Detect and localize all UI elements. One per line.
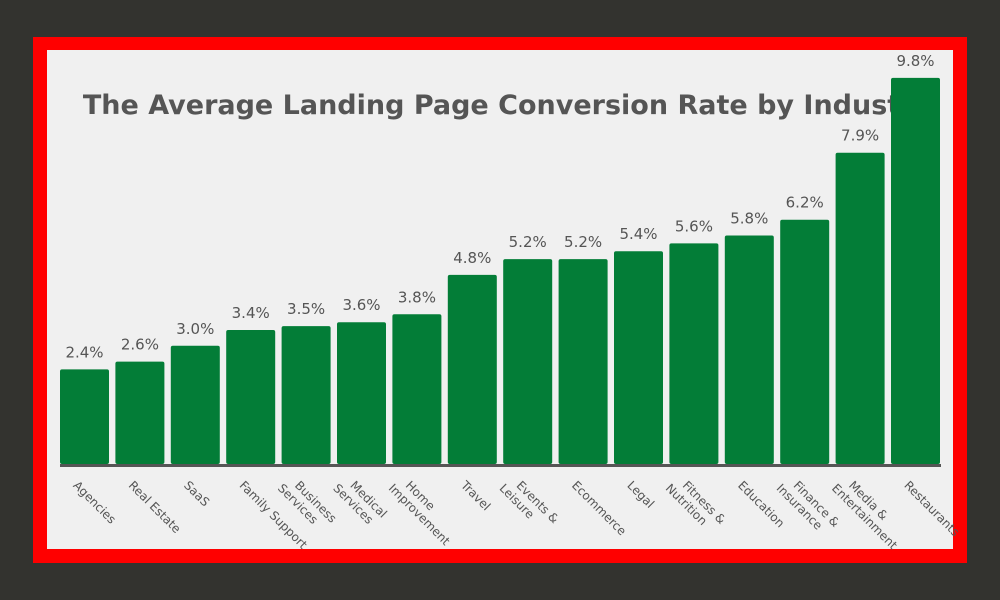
category-label-8: Events &Leisure: [497, 471, 562, 536]
value-label-6: 3.8%: [398, 288, 436, 306]
value-label-5: 3.6%: [342, 296, 380, 314]
value-label-3: 3.4%: [232, 304, 270, 322]
value-label-8: 5.2%: [509, 233, 547, 251]
category-label-9: Ecommerce: [569, 478, 629, 538]
category-label-6: HomeImprovement: [386, 471, 463, 548]
bar-5: [337, 322, 386, 464]
value-label-4: 3.5%: [287, 300, 325, 318]
value-labels-group: 2.4% 2.6% 3.0% 3.4% 3.5% 3.6% 3.8% 4.8% 5.2% 5.2%…: [65, 52, 934, 361]
bar-2: [170, 345, 220, 464]
category-label-11: Fitness &Nutrition: [663, 471, 729, 537]
bar-10: [614, 251, 663, 464]
value-label-7: 4.8%: [453, 249, 491, 267]
value-label-0: 2.4%: [65, 343, 103, 361]
chart-title: The Average Landing Page Conversion Rate…: [83, 90, 932, 121]
bars-group: [60, 77, 940, 465]
value-label-13: 6.2%: [786, 194, 824, 212]
category-label-7: Travel: [457, 478, 493, 514]
value-label-2: 3.0%: [176, 320, 214, 338]
bar-11: [669, 243, 719, 464]
value-label-9: 5.2%: [564, 233, 602, 251]
bar-7: [447, 274, 497, 464]
category-label-14: Media &Entertainment: [829, 471, 910, 552]
bar-1: [115, 361, 165, 464]
category-label-0: Agencies: [70, 478, 118, 526]
bar-15: [891, 77, 940, 465]
bar-14: [835, 152, 885, 464]
value-label-14: 7.9%: [841, 127, 879, 145]
value-label-12: 5.8%: [730, 210, 768, 228]
category-label-1: Real Estate: [126, 478, 184, 536]
category-label-2: SaaS: [181, 478, 212, 509]
value-label-10: 5.4%: [619, 225, 657, 243]
value-label-15: 9.8%: [896, 52, 934, 70]
bar-3: [226, 330, 276, 464]
category-label-10: Legal: [624, 478, 657, 511]
bar-8: [503, 259, 553, 464]
category-label-13: Finance &Insurance: [774, 471, 843, 540]
bar-13: [780, 219, 830, 464]
bar-12: [724, 235, 774, 464]
category-label-15: Restaurants: [901, 478, 962, 539]
value-label-11: 5.6%: [675, 217, 713, 235]
category-label-5: MedicalServices: [330, 471, 389, 530]
bar-4: [281, 326, 331, 464]
bar-6: [392, 314, 442, 464]
value-label-1: 2.6%: [121, 336, 159, 354]
bar-0: [60, 369, 109, 464]
bar-9: [558, 259, 608, 464]
